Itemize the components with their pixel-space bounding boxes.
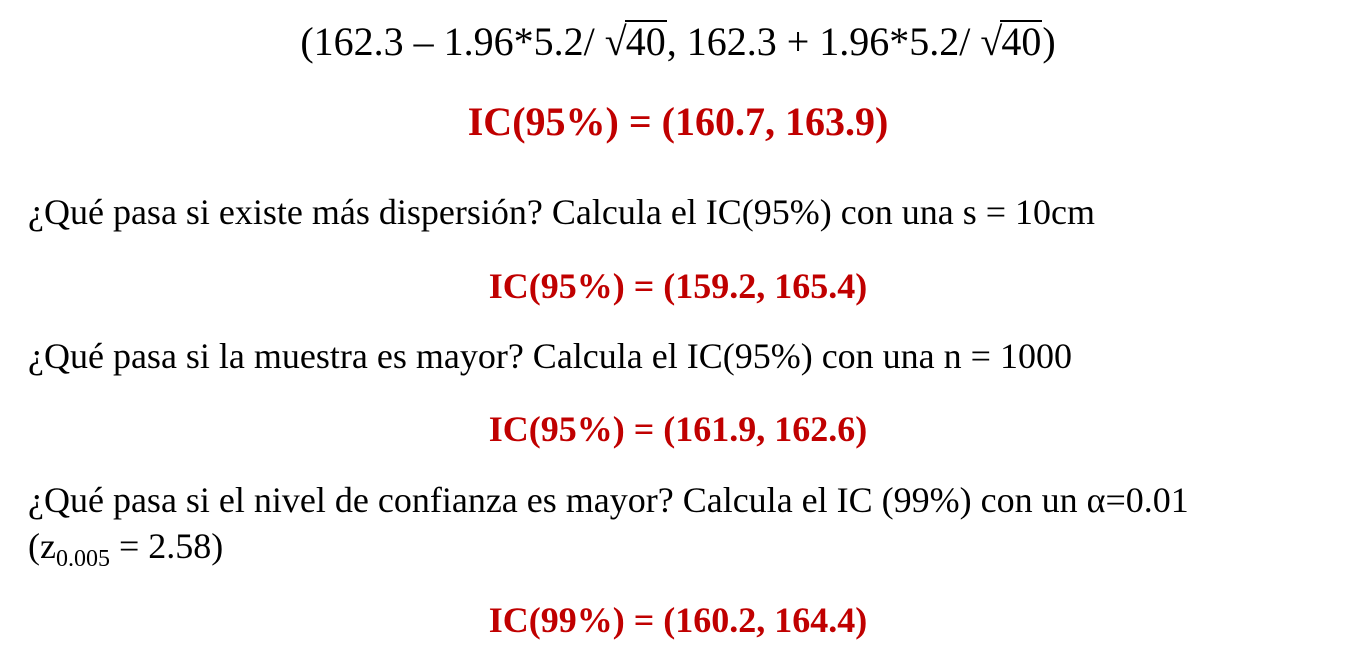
- radicand: 40: [1000, 19, 1043, 64]
- z-rest: = 2.58): [109, 526, 224, 566]
- z-open: (z: [28, 526, 56, 566]
- formula-middle: , 162.3 + 1.96*5.2/: [666, 19, 981, 64]
- formula-open: (162.3 – 1.96*5.2/: [300, 19, 605, 64]
- question-confidence-level: ¿Qué pasa si el nivel de confianza es ma…: [28, 480, 1189, 520]
- formula-close: ): [1042, 19, 1056, 64]
- result-ic99: IC(99%) = (160.2, 164.4): [488, 600, 868, 640]
- sqrt-symbol: √: [604, 19, 627, 64]
- sqrt-40-second: √40: [980, 14, 1043, 70]
- radicand: 40: [624, 19, 667, 64]
- z-subscript: 0.005: [55, 546, 110, 572]
- question-dispersion: ¿Qué pasa si existe más dispersión? Calc…: [28, 192, 1096, 232]
- result-ic95-sample: IC(95%) = (161.9, 162.6): [488, 409, 868, 449]
- result-ic95-dispersion: IC(95%) = (159.2, 165.4): [488, 266, 868, 306]
- question-confidence-z-value: (z0.005 = 2.58): [28, 524, 223, 581]
- sqrt-40-first: √40: [605, 14, 667, 70]
- sqrt-symbol: √: [980, 19, 1003, 64]
- result-ic95-base: IC(95%) = (160.7, 163.9): [467, 99, 889, 144]
- question-sample-size: ¿Qué pasa si la muestra es mayor? Calcul…: [28, 336, 1072, 376]
- ci-formula: (162.3 – 1.96*5.2/ √40, 162.3 + 1.96*5.2…: [0, 14, 1356, 70]
